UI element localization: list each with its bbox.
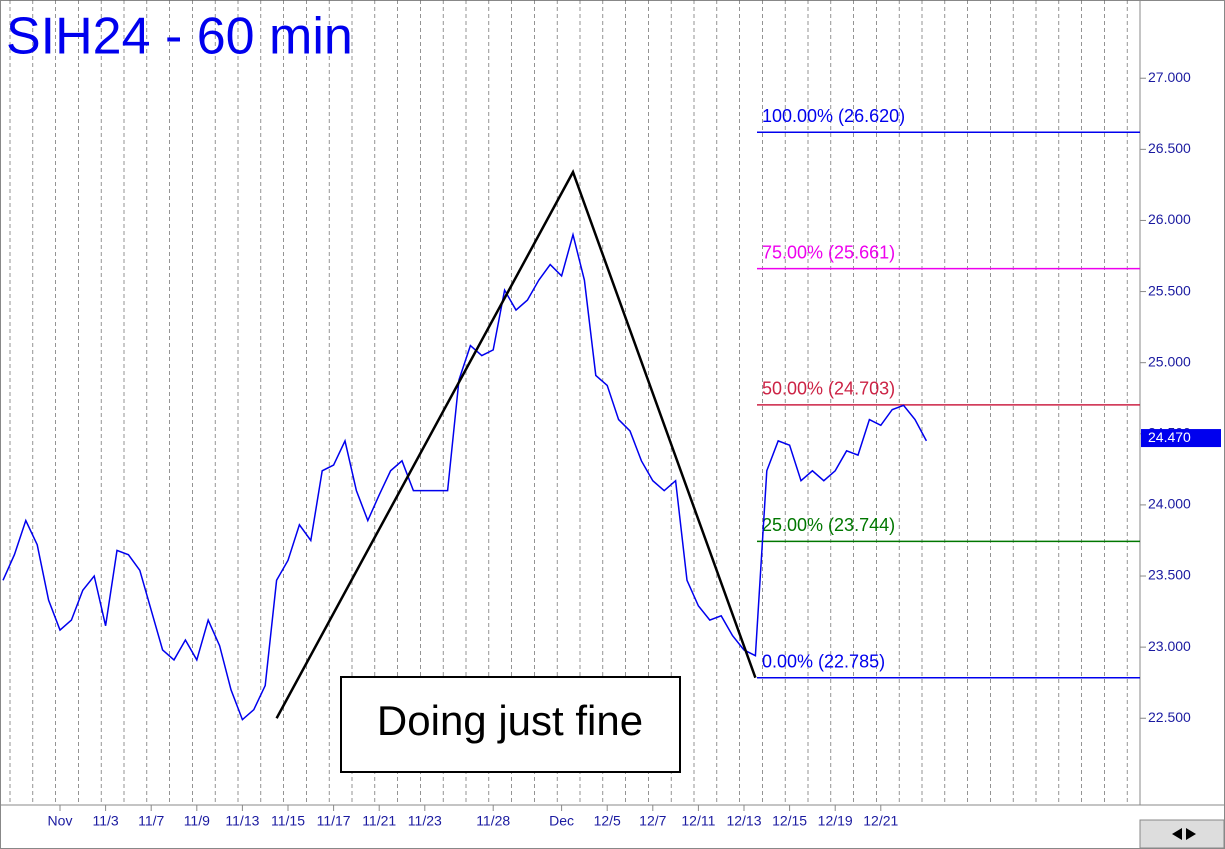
last-value-box [1141,429,1221,448]
x-tick-label: 11/13 [225,813,259,829]
y-tick-label: 23.500 [1148,567,1191,583]
y-tick-label: 26.000 [1148,211,1191,227]
x-tick-label: 11/17 [317,813,351,829]
y-tick-label: 25.000 [1148,353,1191,369]
x-tick-label: 11/3 [92,813,118,829]
x-tick-label: 12/19 [818,813,853,829]
x-tick-label: 11/23 [408,813,442,829]
last-value-label: 24.470 [1148,429,1191,445]
fib-label: 50.00% (24.703) [762,379,895,399]
x-tick-label: 12/5 [594,813,621,829]
x-tick-label: 12/11 [681,813,715,829]
x-tick-label: 11/28 [476,813,510,829]
x-tick-label: 11/21 [362,813,396,829]
x-tick-label: 12/13 [726,813,761,829]
fib-label: 100.00% (26.620) [762,106,905,126]
annotation-box [340,676,681,773]
y-tick-label: 27.000 [1148,69,1191,85]
x-tick-label: 11/15 [271,813,305,829]
x-tick-label: Dec [549,813,574,829]
fib-label: 25.00% (23.744) [762,515,895,535]
x-tick-label: 12/7 [639,813,666,829]
x-tick-label: Nov [48,813,73,829]
y-tick-label: 25.500 [1148,282,1191,298]
fib-label: 75.00% (25.661) [762,242,895,262]
annotation: Doing just fine [377,697,643,744]
pattern-line [275,169,757,719]
x-tick-label: 11/7 [138,813,164,829]
scroll-arrows [1139,819,1225,849]
y-tick-label: 22.500 [1148,709,1191,725]
price-line [2,231,928,721]
fib-label: 0.00% (22.785) [762,651,885,671]
x-tick-label: 12/21 [863,813,898,829]
chart-title: SIH24 - 60 min [6,8,353,66]
x-tick-label: 12/15 [772,813,807,829]
y-tick-label: 24.000 [1148,496,1191,512]
y-tick-label: 26.500 [1148,140,1191,156]
x-tick-label: 11/9 [184,813,210,829]
y-tick-label: 23.000 [1148,638,1191,654]
